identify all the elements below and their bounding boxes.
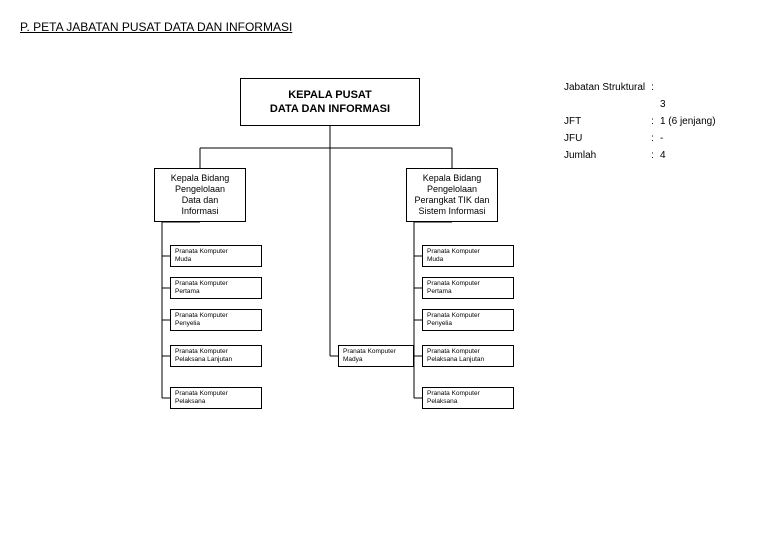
right-leaf-3: Pranata Komputer Pelaksana Lanjutan	[422, 345, 514, 367]
legend-cell: JFT	[562, 114, 647, 129]
legend-table: Jabatan Struktural: 3 JFT:1 (6 jenjang) …	[560, 78, 720, 165]
leaf-text: Penyelia	[427, 320, 452, 328]
branch-text: Pengelolaan	[175, 184, 225, 195]
legend-cell: Jumlah	[562, 148, 647, 163]
branch-text: Kepala Bidang	[423, 173, 482, 184]
left-leaf-1: Pranata Komputer Pertama	[170, 277, 262, 299]
legend-cell: 4	[658, 148, 718, 163]
legend-cell: :	[649, 131, 656, 146]
right-branch-node: Kepala Bidang Pengelolaan Perangkat TIK …	[406, 168, 498, 222]
leaf-text: Pranata Komputer	[427, 312, 480, 320]
leaf-text: Penyelia	[175, 320, 200, 328]
leaf-text: Muda	[175, 256, 191, 264]
leaf-text: Pertama	[175, 288, 200, 296]
leaf-text: Pranata Komputer	[343, 348, 396, 356]
leaf-text: Pranata Komputer	[175, 280, 228, 288]
mid-leaf-node: Pranata Komputer Madya	[338, 345, 414, 367]
org-chart: KEPALA PUSAT DATA DAN INFORMASI Kepala B…	[140, 78, 540, 498]
root-line1: KEPALA PUSAT	[288, 88, 372, 102]
legend-cell: 1 (6 jenjang)	[658, 114, 718, 129]
leaf-text: Pranata Komputer	[175, 348, 228, 356]
branch-text: Sistem Informasi	[418, 206, 485, 217]
legend-cell: Jabatan Struktural	[562, 80, 647, 95]
legend-cell: 3	[658, 97, 718, 112]
leaf-text: Pranata Komputer	[175, 390, 228, 398]
legend-cell: JFU	[562, 131, 647, 146]
root-line2: DATA DAN INFORMASI	[270, 102, 390, 116]
left-leaf-4: Pranata Komputer Pelaksana	[170, 387, 262, 409]
left-leaf-0: Pranata Komputer Muda	[170, 245, 262, 267]
legend-cell: :	[649, 114, 656, 129]
leaf-text: Muda	[427, 256, 443, 264]
leaf-text: Pranata Komputer	[427, 280, 480, 288]
left-leaf-3: Pranata Komputer Pelaksana Lanjutan	[170, 345, 262, 367]
leaf-text: Pranata Komputer	[427, 390, 480, 398]
page-title: P. PETA JABATAN PUSAT DATA DAN INFORMASI	[20, 20, 292, 34]
left-branch-node: Kepala Bidang Pengelolaan Data dan Infor…	[154, 168, 246, 222]
leaf-text: Madya	[343, 356, 363, 364]
leaf-text: Pertama	[427, 288, 452, 296]
legend-cell: :	[649, 80, 656, 95]
legend-cell: :	[649, 148, 656, 163]
right-leaf-0: Pranata Komputer Muda	[422, 245, 514, 267]
leaf-text: Pranata Komputer	[175, 248, 228, 256]
legend-cell	[658, 80, 718, 95]
leaf-text: Pelaksana Lanjutan	[175, 356, 232, 364]
leaf-text: Pranata Komputer	[427, 348, 480, 356]
leaf-text: Pelaksana	[175, 398, 205, 406]
root-node: KEPALA PUSAT DATA DAN INFORMASI	[240, 78, 420, 126]
right-leaf-4: Pranata Komputer Pelaksana	[422, 387, 514, 409]
right-leaf-2: Pranata Komputer Penyelia	[422, 309, 514, 331]
leaf-text: Pelaksana	[427, 398, 457, 406]
legend-cell: -	[658, 131, 718, 146]
right-leaf-1: Pranata Komputer Pertama	[422, 277, 514, 299]
leaf-text: Pelaksana Lanjutan	[427, 356, 484, 364]
legend-cell	[649, 97, 656, 112]
leaf-text: Pranata Komputer	[175, 312, 228, 320]
legend-panel: Jabatan Struktural: 3 JFT:1 (6 jenjang) …	[560, 78, 720, 165]
branch-text: Perangkat TIK dan	[415, 195, 490, 206]
branch-text: Informasi	[181, 206, 218, 217]
legend-cell	[562, 97, 647, 112]
left-leaf-2: Pranata Komputer Penyelia	[170, 309, 262, 331]
leaf-text: Pranata Komputer	[427, 248, 480, 256]
branch-text: Pengelolaan	[427, 184, 477, 195]
branch-text: Data dan	[182, 195, 219, 206]
branch-text: Kepala Bidang	[171, 173, 230, 184]
